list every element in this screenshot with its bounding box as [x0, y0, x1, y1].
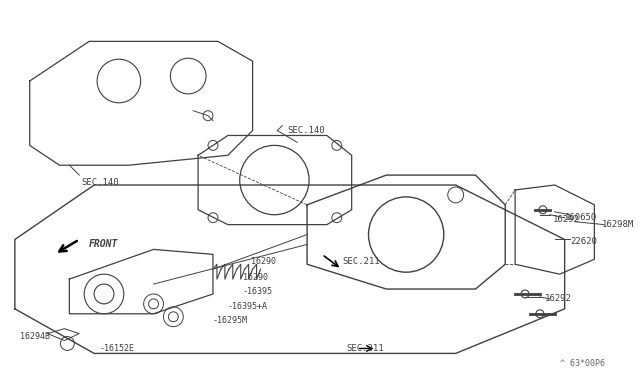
Text: FRONT: FRONT [89, 240, 118, 250]
Text: SEC.140: SEC.140 [287, 126, 325, 135]
Text: 16294B: 16294B [20, 332, 50, 341]
Text: 16292: 16292 [545, 294, 572, 304]
Text: -16395+A: -16395+A [228, 302, 268, 311]
Text: -16395: -16395 [243, 286, 273, 295]
Text: 16065Q: 16065Q [564, 213, 597, 222]
Text: -16152E: -16152E [99, 344, 134, 353]
Text: SEC.211: SEC.211 [343, 257, 380, 266]
Text: -16295M: -16295M [213, 316, 248, 325]
Text: 16290: 16290 [251, 257, 276, 266]
Text: 22620: 22620 [571, 237, 598, 246]
Text: 16292: 16292 [553, 215, 580, 224]
Text: 16290: 16290 [243, 273, 268, 282]
Text: 16298M: 16298M [602, 220, 634, 229]
Text: SEC.211: SEC.211 [347, 344, 385, 353]
Text: SEC.140: SEC.140 [81, 177, 119, 186]
Text: ^ 63*00P6: ^ 63*00P6 [560, 359, 605, 368]
